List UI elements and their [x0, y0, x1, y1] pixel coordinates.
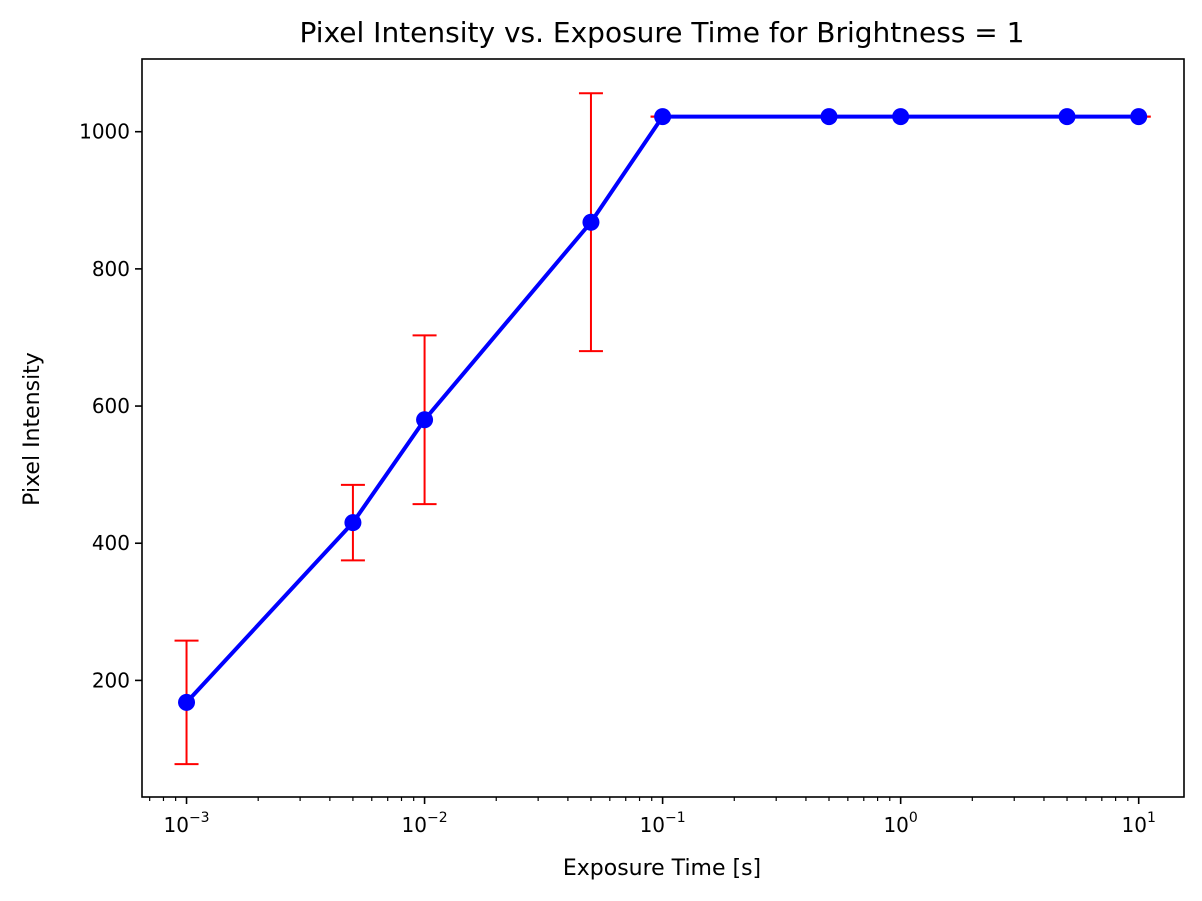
y-tick-label: 1000	[79, 120, 130, 144]
x-axis-label: Exposure Time [s]	[563, 856, 761, 881]
data-point	[654, 108, 672, 126]
data-point	[1058, 108, 1076, 126]
y-tick-label: 200	[92, 668, 130, 692]
data-point	[344, 514, 362, 532]
y-tick-label: 400	[92, 531, 130, 555]
x-tick-label: 101	[1122, 810, 1156, 837]
x-tick-label: 100	[883, 810, 917, 837]
series-line	[185, 114, 1139, 704]
x-tick-label: 10−1	[640, 810, 686, 837]
chart-title: Pixel Intensity vs. Exposure Time for Br…	[300, 16, 1025, 49]
x-tick-label: 10−3	[163, 810, 209, 837]
y-tick-label: 800	[92, 257, 130, 281]
data-point	[582, 213, 600, 231]
plot-frame	[141, 58, 1185, 798]
data-point	[892, 108, 910, 126]
data-point	[178, 693, 196, 711]
data-point	[416, 411, 434, 429]
axes: 10−3 10−2 10−1 100 101 200 400 600 800 1000	[79, 58, 1185, 837]
data-point	[1130, 108, 1148, 126]
y-tick-label: 600	[92, 394, 130, 418]
plot-area	[174, 92, 1151, 766]
x-tick-label: 10−2	[402, 810, 448, 837]
data-point	[820, 108, 838, 126]
y-axis-label: Pixel Intensity	[20, 352, 45, 506]
